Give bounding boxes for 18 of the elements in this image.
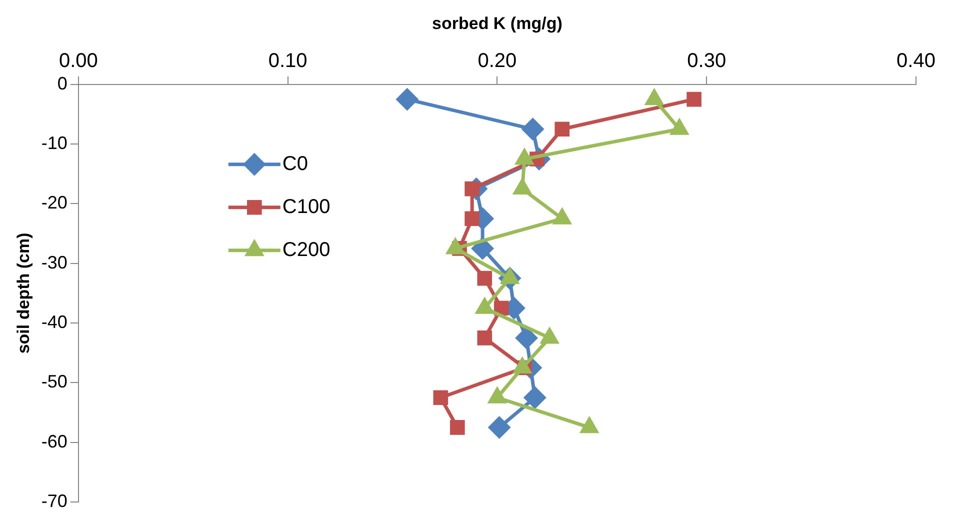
x-tick-label: 0.00 — [58, 50, 98, 72]
legend-label: C200 — [282, 238, 330, 261]
y-tick-label: -50 — [41, 372, 68, 392]
x-tick-label: 0.20 — [478, 50, 517, 72]
legend-label: C0 — [282, 152, 308, 175]
y-tick-label: -40 — [41, 312, 68, 332]
x-tick-label: 0.10 — [268, 50, 308, 72]
x-axis-title: sorbed K (mg/g) — [432, 14, 562, 33]
x-tick-label: 0.40 — [896, 50, 936, 72]
y-tick-label: 0 — [57, 73, 68, 94]
y-tick-label: -70 — [41, 490, 68, 511]
y-tick-label: -30 — [41, 252, 68, 272]
x-tick-label: 0.30 — [687, 50, 726, 72]
y-tick-label: -60 — [41, 431, 68, 452]
legend-label: C100 — [282, 196, 330, 218]
y-tick-label: -20 — [41, 192, 68, 213]
y-axis-title: soil depth (cm) — [14, 232, 33, 354]
y-tick-label: -10 — [41, 133, 68, 154]
